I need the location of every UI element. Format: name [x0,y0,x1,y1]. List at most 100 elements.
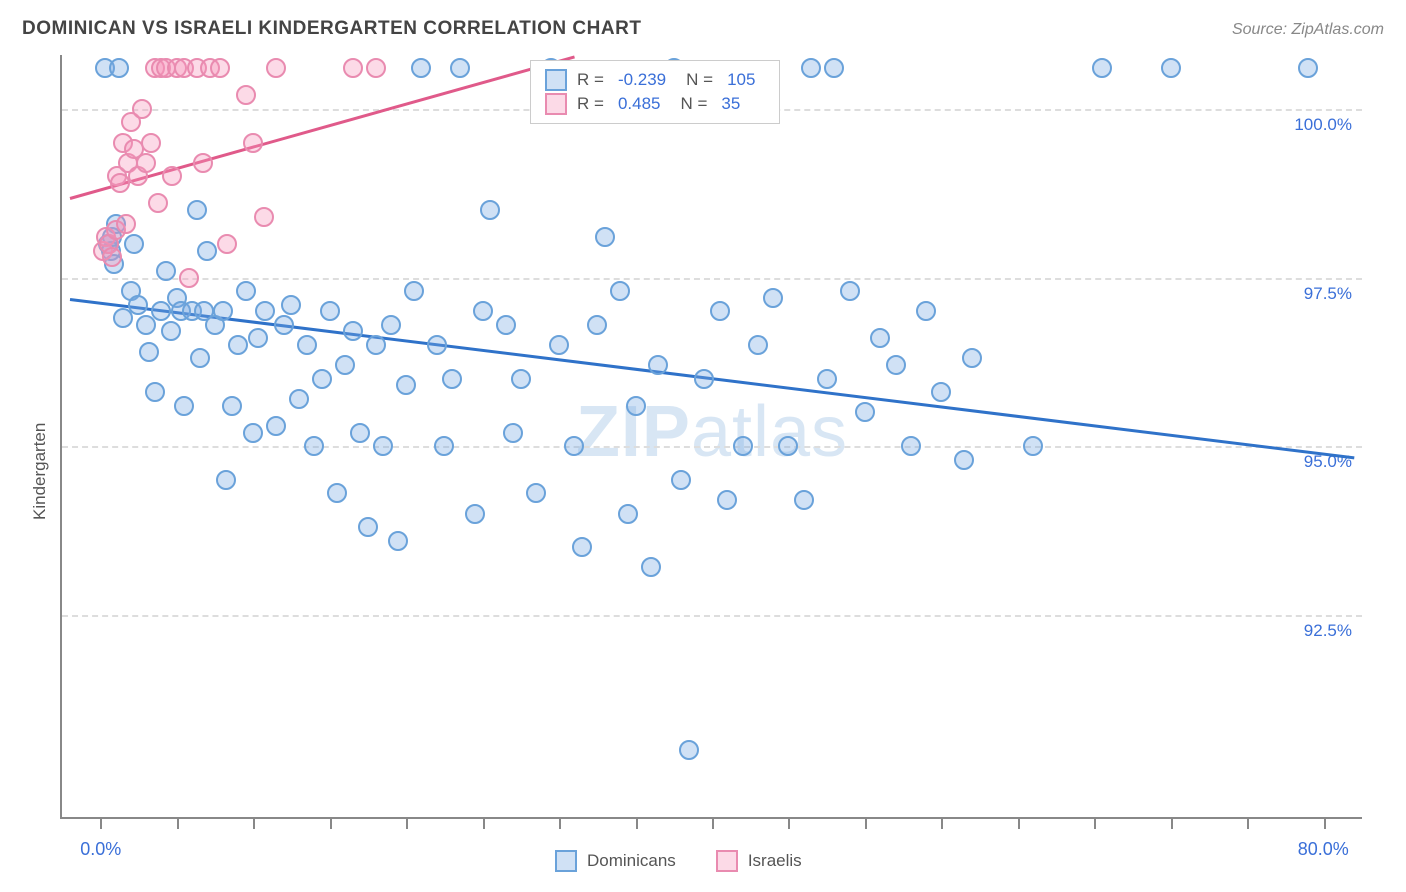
data-point [366,335,386,355]
data-point [217,234,237,254]
legend-swatch [555,850,577,872]
data-point [396,375,416,395]
data-point [156,261,176,281]
data-point [266,416,286,436]
data-point [778,436,798,456]
legend-label: Israelis [748,851,802,871]
data-point [187,200,207,220]
stat-r-label: R = [577,94,604,114]
data-point [304,436,324,456]
data-point [388,531,408,551]
data-point [190,348,210,368]
data-point [222,396,242,416]
data-point [148,193,168,213]
x-tick-mark [636,817,638,829]
data-point [254,207,274,227]
data-point [109,58,129,78]
data-point [733,436,753,456]
data-point [855,402,875,422]
gridline [62,278,1362,280]
data-point [139,342,159,362]
data-point [358,517,378,537]
data-point [327,483,347,503]
data-point [886,355,906,375]
data-point [128,295,148,315]
stats-row: R =0.485N =35 [545,93,765,115]
data-point [145,382,165,402]
data-point [824,58,844,78]
legend-label: Dominicans [587,851,676,871]
legend-swatch [545,93,567,115]
data-point [626,396,646,416]
data-point [141,133,161,153]
data-point [162,166,182,186]
data-point [465,504,485,524]
data-point [817,369,837,389]
data-point [210,58,230,78]
x-tick-mark [1324,817,1326,829]
data-point [266,58,286,78]
data-point [248,328,268,348]
gridline [62,446,1362,448]
data-point [671,470,691,490]
data-point [840,281,860,301]
data-point [526,483,546,503]
source-label: Source: ZipAtlas.com [1232,21,1384,39]
data-point [763,288,783,308]
data-point [710,301,730,321]
data-point [381,315,401,335]
x-tick-mark [1247,817,1249,829]
data-point [473,301,493,321]
data-point [962,348,982,368]
data-point [110,173,130,193]
data-point [236,85,256,105]
data-point [289,389,309,409]
x-tick-mark [177,817,179,829]
x-tick-mark [865,817,867,829]
data-point [595,227,615,247]
data-point [648,355,668,375]
y-tick-label: 92.5% [1272,621,1352,641]
data-point [343,321,363,341]
data-point [503,423,523,443]
data-point [679,740,699,760]
data-point [236,281,256,301]
data-point [335,355,355,375]
data-point [255,301,275,321]
data-point [748,335,768,355]
data-point [480,200,500,220]
data-point [1023,436,1043,456]
stats-legend: R =-0.239N =105R =0.485N =35 [530,60,780,124]
data-point [404,281,424,301]
data-point [641,557,661,577]
chart-title: DOMINICAN VS ISRAELI KINDERGARTEN CORREL… [22,18,641,40]
x-tick-mark [1171,817,1173,829]
stat-n-label: N = [680,94,707,114]
data-point [213,301,233,321]
stat-r-value: 0.485 [618,94,661,114]
series-legend: Dominicans Israelis [555,850,802,872]
x-min-label: 0.0% [80,839,121,860]
data-point [511,369,531,389]
data-point [1298,58,1318,78]
data-point [931,382,951,402]
data-point [717,490,737,510]
stat-r-label: R = [577,70,604,90]
data-point [312,369,332,389]
data-point [572,537,592,557]
x-max-label: 80.0% [1298,839,1349,860]
data-point [610,281,630,301]
data-point [197,241,217,261]
x-tick-mark [253,817,255,829]
data-point [216,470,236,490]
data-point [870,328,890,348]
data-point [954,450,974,470]
data-point [193,153,213,173]
legend-item: Dominicans [555,850,676,872]
data-point [179,268,199,288]
stat-n-label: N = [686,70,713,90]
x-tick-mark [1018,817,1020,829]
data-point [124,234,144,254]
data-point [274,315,294,335]
x-tick-mark [330,817,332,829]
